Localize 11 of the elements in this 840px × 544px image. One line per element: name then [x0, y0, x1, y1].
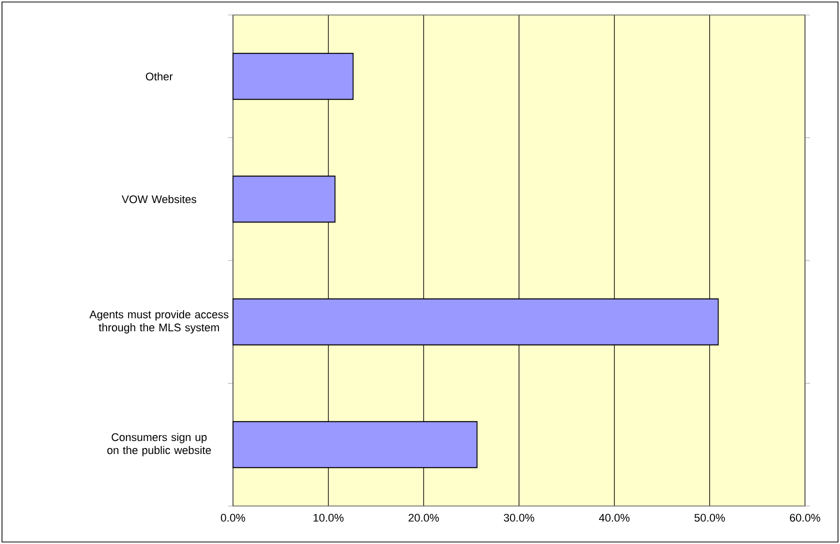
x-tick-label: 60.0% — [790, 514, 820, 522]
x-tick-label: 50.0% — [694, 514, 725, 522]
x-tick-label: 40.0% — [598, 514, 630, 522]
y-tick-label: VOW Websites — [122, 195, 196, 204]
y-tick-label: Consumers sign up on the public website — [107, 433, 211, 456]
x-tick-label: 20.0% — [408, 514, 439, 522]
x-tick-label: 0.0% — [220, 514, 246, 522]
x-tick-label: 10.0% — [314, 514, 344, 522]
y-tick-label: Agents must provide access through the MLS system — [89, 310, 228, 334]
x-tick-label: 30.0% — [504, 514, 534, 522]
y-tick-label: Other — [146, 72, 173, 80]
